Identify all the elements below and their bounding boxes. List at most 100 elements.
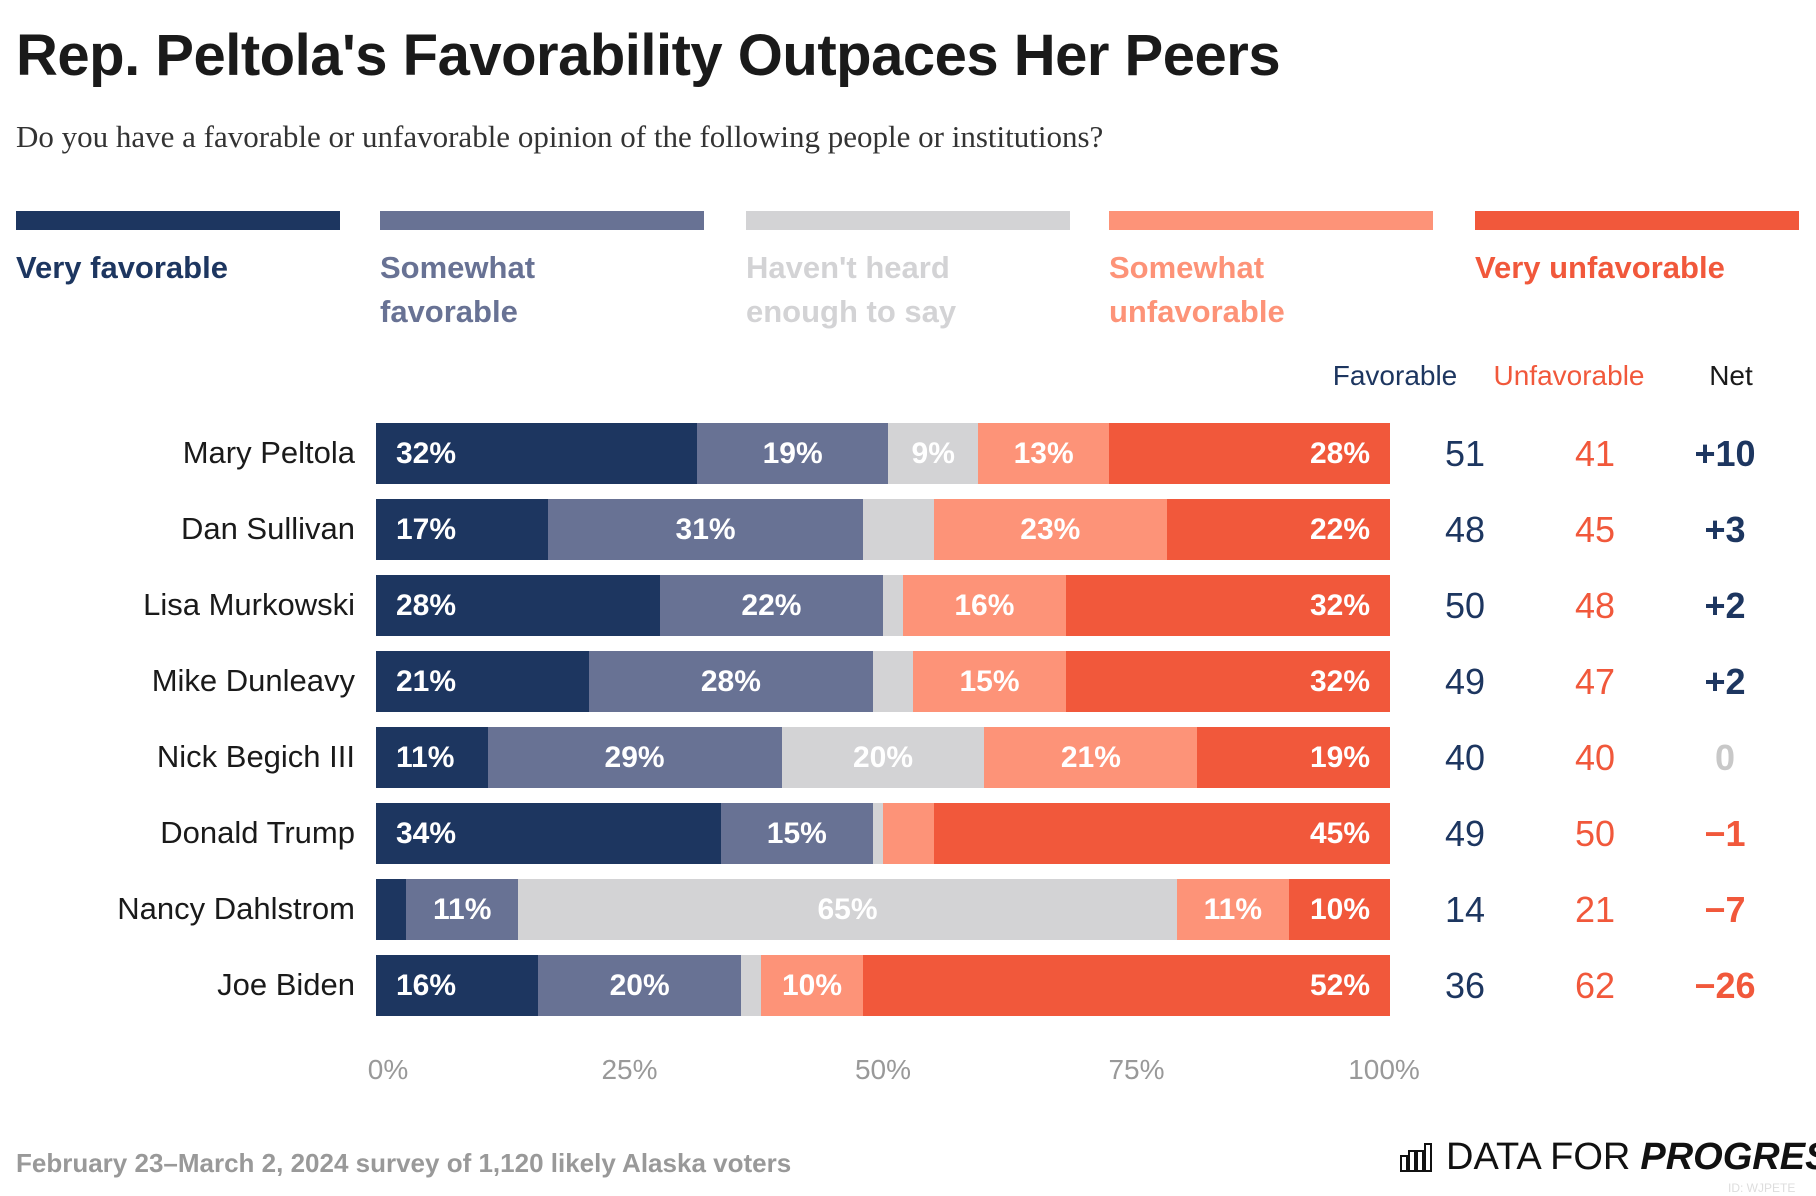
legend-item: Somewhat unfavorable — [1109, 211, 1433, 334]
bar-segment — [933, 803, 1390, 864]
header-favorable: Favorable — [1332, 360, 1458, 391]
legend-swatch — [1475, 211, 1799, 230]
bar-chart-icon — [1400, 1143, 1432, 1172]
bar-segment — [376, 727, 488, 788]
bar-segment — [862, 955, 1390, 1016]
bar-data-label: 11% — [432, 893, 492, 926]
legend-swatch — [380, 211, 704, 230]
bar-segment — [933, 499, 1167, 560]
bar-segment — [883, 575, 904, 636]
bar-segment — [1288, 879, 1390, 940]
bar-segment — [872, 651, 914, 712]
legend-item: Very unfavorable — [1475, 211, 1799, 290]
bar-data-label: 23% — [1020, 513, 1081, 546]
bar-data-label: 17% — [396, 513, 457, 546]
legend-swatch — [746, 211, 1070, 230]
bar-data-label: 13% — [1013, 437, 1074, 470]
logo-text-b: PROGRESS — [1640, 1136, 1816, 1178]
x-tick-label: 50% — [854, 1054, 912, 1085]
net-value: +2 — [1704, 585, 1746, 626]
legend-label: Somewhat favorable — [380, 250, 536, 329]
net-value: 0 — [1714, 737, 1736, 778]
bar-segment — [888, 423, 979, 484]
bar-segment — [872, 803, 883, 864]
bar-segment — [1065, 651, 1390, 712]
header-net: Net — [1709, 360, 1753, 391]
bar-data-label: 19% — [1309, 741, 1370, 774]
bar-segment — [517, 879, 1178, 940]
x-tick-label: 100% — [1348, 1054, 1420, 1085]
favorable-value: 36 — [1444, 965, 1486, 1006]
favorable-value: 49 — [1444, 813, 1486, 854]
x-tick-label: 0% — [367, 1054, 409, 1085]
bar-data-label: 28% — [1309, 437, 1370, 470]
bar-segment — [376, 575, 660, 636]
bar-data-label: 22% — [1309, 513, 1370, 546]
bar-data-label: 15% — [766, 817, 827, 850]
bar-segment — [1065, 575, 1390, 636]
unfavorable-value: 62 — [1574, 965, 1616, 1006]
unfavorable-value: 45 — [1574, 509, 1616, 550]
footer-source: February 23–March 2, 2024 survey of 1,12… — [16, 1148, 792, 1178]
bar-data-label: 32% — [1309, 665, 1370, 698]
bar-segment — [376, 803, 721, 864]
bar-segment — [487, 727, 782, 788]
legend-label: Haven't heard enough to say — [746, 250, 957, 329]
bar-segment — [984, 727, 1198, 788]
bar-data-label: 15% — [959, 665, 1020, 698]
category-label: Mary Peltola — [182, 435, 355, 470]
favorable-value: 49 — [1444, 661, 1486, 702]
net-value: +2 — [1704, 661, 1746, 702]
bar-data-label: 10% — [781, 969, 843, 1002]
favorable-value: 40 — [1444, 737, 1486, 778]
category-label: Dan Sullivan — [180, 511, 355, 546]
legend-label: Very unfavorable — [1475, 250, 1725, 285]
unfavorable-value: 21 — [1574, 889, 1616, 930]
favorable-value: 14 — [1444, 889, 1486, 930]
bar-segment — [538, 955, 742, 1016]
bar-data-label: 65% — [817, 893, 878, 926]
legend-label: Very favorable — [16, 250, 228, 285]
bar-data-label: 32% — [396, 437, 457, 470]
bar-segment — [741, 955, 762, 1016]
bar-segment — [913, 651, 1066, 712]
bar-segment — [588, 651, 873, 712]
legend-item: Somewhat favorable — [380, 211, 704, 334]
bar-segment — [376, 651, 589, 712]
net-value: +3 — [1704, 509, 1746, 550]
bar-data-label: 21% — [1060, 741, 1121, 774]
unfavorable-value: 50 — [1574, 813, 1616, 854]
legend-item: Haven't heard enough to say — [746, 211, 1070, 334]
bar-segment — [978, 423, 1109, 484]
bar-data-label: 22% — [741, 589, 802, 622]
x-tick-label: 75% — [1108, 1054, 1165, 1085]
bar-data-label: 21% — [396, 665, 457, 698]
bar-segment — [376, 499, 549, 560]
favorable-value: 51 — [1444, 433, 1486, 474]
bar-segment — [862, 499, 934, 560]
bar-segment — [1166, 499, 1390, 560]
bar-segment — [376, 423, 698, 484]
bar-segment — [376, 879, 407, 940]
bar-data-label: 20% — [609, 969, 670, 1002]
bar-segment — [720, 803, 873, 864]
category-label: Joe Biden — [217, 967, 355, 1002]
bar-data-label: 28% — [396, 589, 457, 622]
category-label: Nancy Dahlstrom — [117, 891, 355, 926]
category-label: Donald Trump — [160, 815, 355, 850]
bar-segment — [659, 575, 883, 636]
bar-segment — [781, 727, 985, 788]
bar-data-label: 20% — [852, 741, 914, 774]
bar-segment — [697, 423, 889, 484]
category-label: Mike Dunleavy — [151, 663, 355, 698]
logo: DATA FOR PROGRESS — [1400, 1136, 1816, 1178]
legend-swatch — [1109, 211, 1433, 230]
bar-segment — [903, 575, 1066, 636]
bar-segment — [761, 955, 863, 1016]
header-unfavorable: Unfavorable — [1493, 360, 1645, 391]
unfavorable-value: 40 — [1574, 737, 1616, 778]
chart-title: Rep. Peltola's Favorability Outpaces Her… — [16, 23, 1281, 88]
bar-data-label: 16% — [954, 589, 1015, 622]
bar-data-label: 31% — [675, 513, 736, 546]
